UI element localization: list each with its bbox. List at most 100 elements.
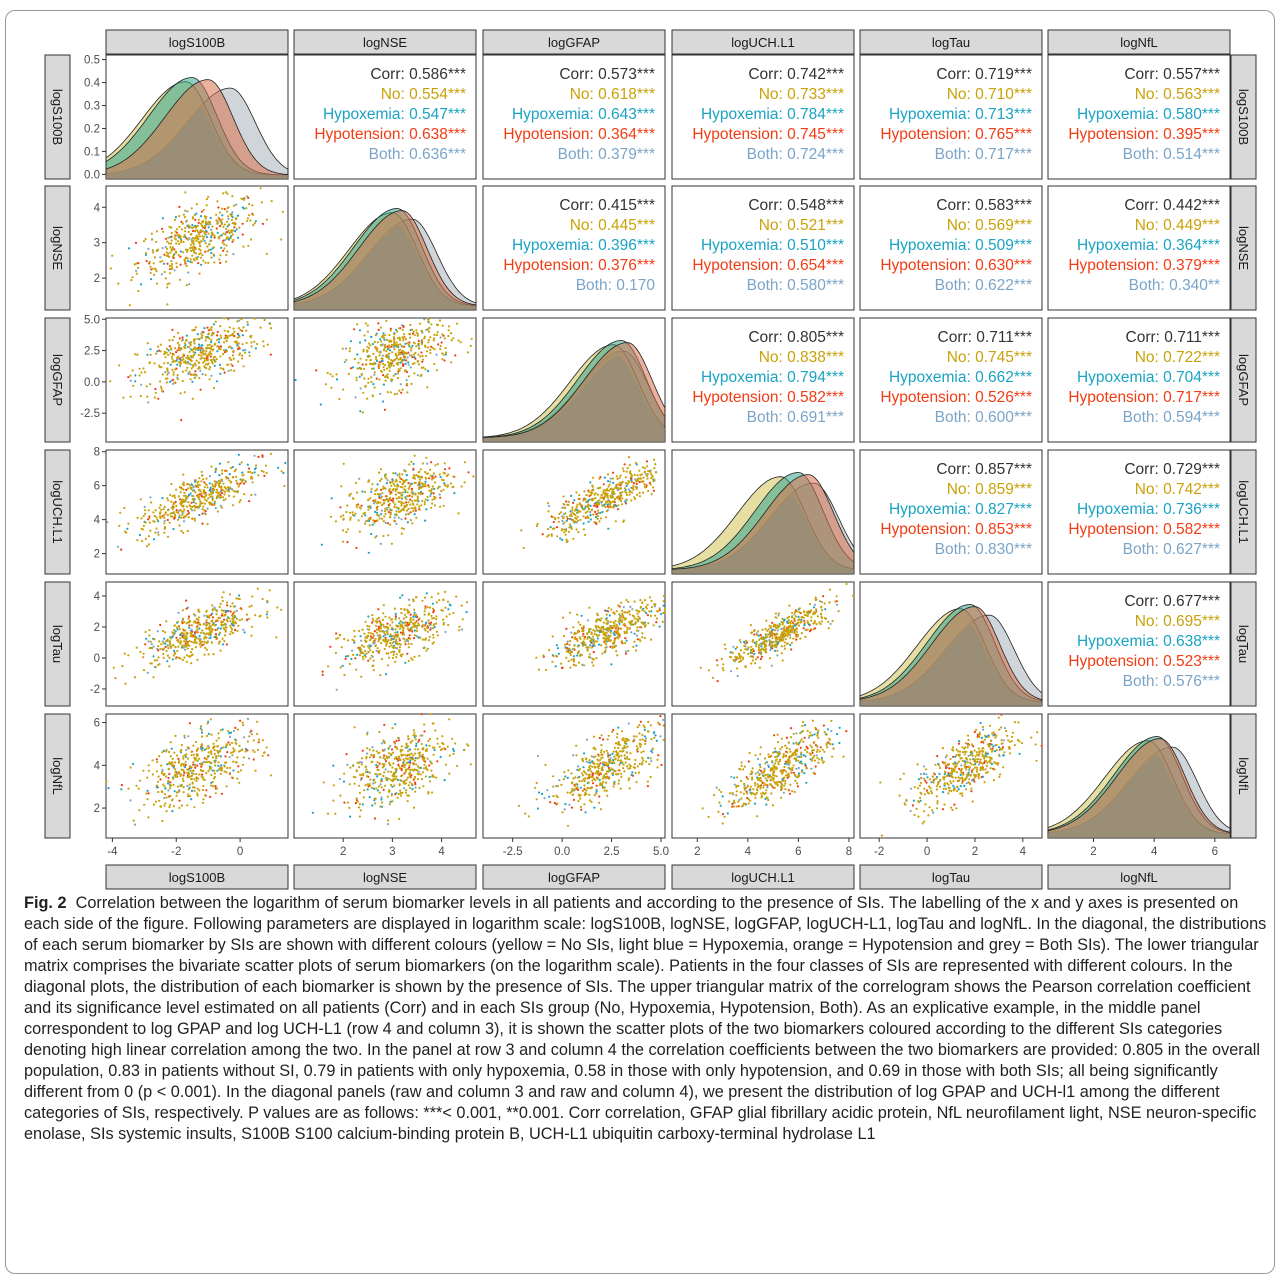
point-no <box>348 347 351 350</box>
point-hypoxemia <box>216 769 219 772</box>
point-no <box>198 610 201 613</box>
point-hypotension <box>377 328 380 331</box>
point-no <box>159 380 162 383</box>
point-no <box>211 609 214 612</box>
point-no <box>208 243 211 246</box>
point-no <box>433 504 436 507</box>
point-no <box>408 621 411 625</box>
point-hypotension <box>174 500 177 503</box>
point-no <box>380 658 384 661</box>
point-no <box>410 499 414 502</box>
point-no <box>214 485 217 488</box>
top-strip-label: logUCH.L1 <box>731 35 795 50</box>
point-no <box>227 224 230 227</box>
point-no <box>747 652 750 656</box>
point-no <box>424 470 427 474</box>
point-no <box>653 467 656 470</box>
point-hypoxemia <box>773 649 777 653</box>
point-no <box>646 603 649 607</box>
point-no <box>395 653 398 656</box>
point-no <box>127 522 130 525</box>
point-no <box>606 500 609 503</box>
point-no <box>747 646 750 649</box>
point-hypotension <box>180 220 183 223</box>
point-no <box>216 510 219 513</box>
point-both <box>566 640 569 643</box>
point-no <box>567 530 571 534</box>
point-no <box>607 485 610 488</box>
point-no <box>593 633 596 636</box>
point-hypotension <box>175 636 178 639</box>
point-both <box>161 768 164 772</box>
point-no <box>215 613 218 616</box>
point-no <box>804 629 807 632</box>
point-no <box>209 328 212 331</box>
point-no <box>146 342 149 345</box>
point-no <box>236 617 239 621</box>
point-no <box>567 660 570 663</box>
point-no <box>371 483 374 486</box>
point-no <box>199 503 202 507</box>
point-no <box>233 369 236 372</box>
point-no <box>382 625 386 628</box>
point-both <box>143 505 146 509</box>
point-no <box>213 503 216 506</box>
point-no <box>228 231 231 235</box>
point-no <box>585 494 588 497</box>
point-no <box>183 637 187 640</box>
point-hypotension <box>172 378 175 381</box>
point-no <box>148 629 151 632</box>
point-no <box>199 357 202 360</box>
point-no <box>215 213 218 216</box>
bottom-strip <box>293 864 477 890</box>
point-no <box>198 253 201 256</box>
point-no <box>378 634 381 637</box>
point-no <box>382 534 385 538</box>
point-no <box>781 659 784 662</box>
point-no <box>153 514 156 518</box>
point-no <box>617 483 620 486</box>
point-hypoxemia <box>248 351 251 354</box>
point-no <box>716 664 719 667</box>
point-no <box>170 263 174 266</box>
point-no <box>587 503 590 507</box>
point-no <box>577 497 580 501</box>
point-no <box>650 477 653 480</box>
point-no <box>185 644 188 647</box>
point-hypoxemia <box>379 338 382 341</box>
point-no <box>602 491 605 494</box>
point-no <box>177 656 180 659</box>
point-hypoxemia <box>770 641 774 644</box>
point-no <box>427 341 430 344</box>
point-no <box>426 386 429 389</box>
point-no <box>362 658 365 661</box>
point-no <box>195 239 198 242</box>
point-no <box>395 345 398 348</box>
point-no <box>152 676 155 679</box>
point-no <box>633 496 636 499</box>
point-no <box>417 342 421 345</box>
point-no <box>366 349 369 353</box>
point-hypotension <box>402 325 405 328</box>
point-no <box>546 535 549 538</box>
left-strip <box>44 317 71 443</box>
point-hypotension <box>226 604 229 607</box>
point-no <box>751 648 755 651</box>
point-no <box>750 655 753 658</box>
point-hypotension <box>223 208 226 211</box>
point-no <box>440 489 443 493</box>
point-hypoxemia <box>166 660 169 663</box>
point-no <box>557 520 560 523</box>
point-no <box>413 477 416 480</box>
point-no <box>241 354 244 357</box>
point-no <box>798 607 801 610</box>
point-no <box>173 629 176 632</box>
point-hypoxemia <box>359 410 362 413</box>
point-no <box>565 529 568 532</box>
point-no <box>755 645 758 648</box>
point-both <box>426 462 429 465</box>
point-no <box>361 628 364 631</box>
point-no <box>226 486 229 489</box>
point-no <box>400 611 403 615</box>
corr-line: No: 0.521*** <box>759 217 844 234</box>
